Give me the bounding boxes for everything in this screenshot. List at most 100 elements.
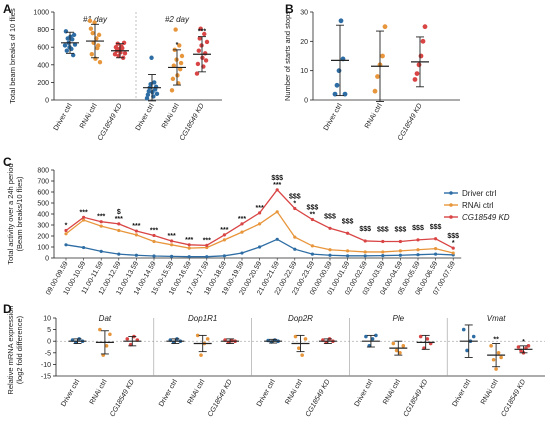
panel-c-point — [152, 254, 156, 258]
panel-a-category-label: Driver ctrl — [53, 102, 74, 132]
panel-c-point — [205, 245, 209, 250]
panel-a-point — [196, 48, 202, 53]
panel-c-point — [82, 215, 86, 219]
panel-b-y-tick-label: 20 — [300, 39, 308, 46]
panel-b-point — [422, 24, 428, 30]
panel-d-point — [364, 334, 368, 339]
panel-a-point — [145, 92, 151, 97]
panel-a-point — [88, 26, 94, 31]
panel-b-point — [380, 53, 385, 59]
panel-c-point — [381, 239, 385, 244]
panel-d-y-tick-label: -10 — [41, 362, 51, 369]
panel-c-point — [99, 249, 103, 253]
panel-b-y-tick-label: 0 — [304, 98, 308, 105]
panel-a-group-title: #1 day — [83, 15, 108, 24]
panel-d-point — [199, 353, 203, 357]
panel-a-y-tick-label: 1000 — [33, 10, 49, 17]
panel-c-significance-dollar: $$$ — [289, 194, 301, 201]
panel-d-category-label: Driver ctrl — [354, 378, 375, 408]
panel-a-point — [120, 45, 125, 51]
panel-a-category-label: CG18549 KD — [97, 103, 124, 143]
panel-d-y-tick-label: 0 — [47, 339, 51, 346]
panel-a-point — [112, 52, 118, 57]
panel-d-y-tick-label: -5 — [45, 350, 51, 357]
panel-c-y-tick-label: 300 — [37, 223, 49, 230]
panel-c-significance-dollar: $$$ — [430, 224, 442, 231]
panel-d-y-label: Relative mRNA expression — [6, 305, 15, 394]
panel-b-category-label: RNAi ctrl — [364, 102, 384, 130]
panel-c-point — [117, 222, 121, 226]
panel-d-point — [471, 334, 476, 339]
panel-c-significance-stars: ** — [310, 212, 316, 219]
panel-c-legend-label: Driver ctrl — [462, 189, 496, 198]
panel-c-y-tick-label: 100 — [37, 245, 49, 252]
panel-a-point — [64, 48, 70, 53]
panel-c-point — [346, 231, 350, 235]
panel-c-point — [152, 233, 156, 238]
panel-b-point — [338, 18, 344, 24]
panel-c-significance-dollar: $$$ — [377, 227, 389, 234]
panel-a-point — [72, 42, 78, 47]
panel-c-point — [293, 235, 297, 239]
panel-a-point — [153, 84, 159, 90]
panel-c-point — [416, 253, 420, 257]
panel-b-point — [334, 82, 340, 88]
panel-a-point — [202, 51, 208, 56]
panel-c-point — [240, 251, 244, 255]
panel-a-y-tick-label: 800 — [37, 27, 49, 34]
panel-d-point — [370, 337, 375, 341]
panel-b-category-label: Driver ctrl — [323, 102, 344, 132]
panel-c-significance-stars: * — [293, 201, 296, 208]
panel-b-y-label: Number of starts and stops — [283, 11, 292, 101]
panel-a-point — [197, 36, 202, 41]
panel-c-point — [240, 222, 244, 226]
panel-d-point — [297, 346, 301, 350]
panel-label-b: B — [285, 2, 294, 16]
panel-d-category-label: Driver ctrl — [256, 378, 277, 408]
panel-c-legend-label: CG18549 KD — [462, 213, 510, 222]
panel-c-point — [205, 243, 209, 247]
panel-a-point — [70, 37, 75, 42]
panel-c-significance-stars: *** — [238, 216, 246, 223]
panel-c-point — [328, 226, 332, 230]
panel-d-point — [418, 334, 423, 339]
panel-c-point — [416, 238, 420, 242]
panel-b-point — [416, 62, 422, 68]
panel-d-gene-title: Dop1R1 — [188, 314, 217, 323]
panel-c-point — [64, 232, 68, 236]
panel-a-point — [96, 32, 102, 38]
panel-a-point — [93, 56, 98, 61]
panel-b-point — [414, 71, 420, 76]
panel-a-point — [118, 50, 123, 55]
panel-d-category-label: RNAi ctrl — [89, 378, 109, 406]
panel-c-chart: 0 100 200 300 400 500 600 700 800 Total activity … — [6, 163, 510, 296]
panel-a-point — [71, 32, 77, 38]
panel-label-d: D — [3, 302, 12, 316]
panel-d-point — [98, 327, 102, 332]
panel-b-chart: 0 10 20 30 Number of starts and stops Driver … — [283, 10, 460, 142]
panel-a-point — [89, 52, 95, 57]
panel-c-point — [99, 220, 103, 224]
panel-c-significance-dollar: $ — [117, 209, 121, 216]
panel-b-y-tick-label: 30 — [300, 10, 308, 17]
panel-c-significance-stars: *** — [115, 216, 123, 223]
panel-a-point — [170, 76, 176, 82]
panel-c-y-tick-label: 200 — [37, 234, 49, 241]
panel-d-point — [425, 337, 430, 341]
panel-a-point — [203, 58, 209, 63]
panel-c-point — [187, 255, 191, 259]
panel-c-significance-stars: *** — [185, 237, 193, 244]
panel-a-point — [200, 55, 205, 60]
panel-a-point — [146, 89, 152, 94]
panel-a-point — [63, 29, 69, 34]
panel-b-point — [375, 74, 380, 79]
panel-c-significance-stars: *** — [80, 209, 88, 216]
panel-c-y-tick-label: 0 — [45, 256, 49, 263]
panel-c-legend-marker — [449, 203, 453, 207]
panel-c-point — [64, 228, 68, 233]
panel-d-point — [461, 327, 466, 332]
panel-c-point — [99, 224, 103, 228]
panel-label-a: A — [3, 2, 12, 16]
panel-c-significance-stars: * — [452, 240, 455, 247]
panel-c-significance-dollar: $$$ — [307, 205, 319, 212]
